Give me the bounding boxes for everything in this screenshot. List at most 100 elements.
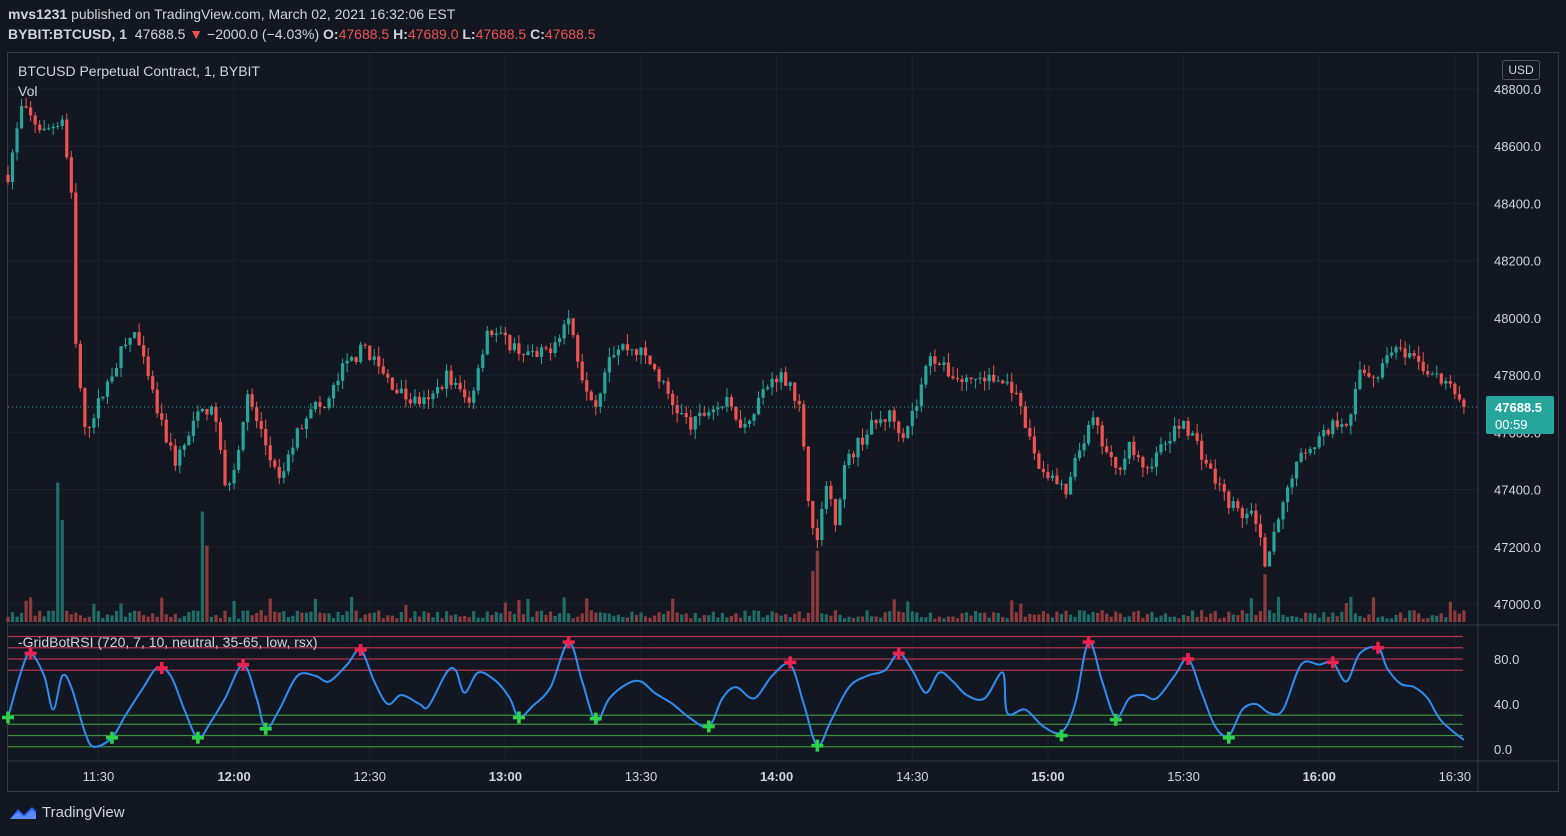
indicator-legend[interactable]: -GridBotRSI (720, 7, 10, neutral, 35-65,…	[18, 634, 318, 650]
volume-bar	[476, 617, 480, 622]
volume-bar	[1376, 617, 1380, 622]
candle	[558, 338, 562, 343]
candle	[15, 128, 19, 153]
candle	[689, 417, 693, 430]
candle	[19, 106, 24, 129]
candle	[1453, 383, 1457, 395]
chart-title-legend[interactable]: BTCUSD Perpetual Contract, 1, BYBIT	[18, 63, 260, 79]
candle	[1304, 452, 1308, 454]
candle	[1245, 513, 1249, 519]
volume-bar	[1050, 617, 1055, 622]
price-axis-label: 47400.0	[1494, 483, 1541, 498]
last-price-tag-value: 47688.5	[1495, 400, 1542, 415]
candle	[684, 413, 688, 418]
buy-signal-marker	[702, 724, 715, 729]
currency-button[interactable]: USD	[1502, 60, 1540, 80]
volume-bar	[458, 616, 462, 622]
candle	[919, 384, 923, 407]
candle	[87, 426, 91, 428]
volume-bar	[1123, 617, 1127, 622]
candle	[906, 426, 910, 438]
volume-bar	[598, 612, 602, 622]
volume-bar	[969, 615, 973, 622]
publisher-name[interactable]: mvs1231	[8, 6, 68, 22]
candle	[752, 414, 756, 421]
volume-bar	[521, 614, 526, 622]
volume-bar	[92, 603, 96, 622]
volume-bar	[1145, 614, 1150, 622]
volume-bar	[1141, 617, 1145, 622]
volume-bar	[259, 610, 263, 622]
candle	[33, 115, 37, 125]
candle	[1408, 353, 1412, 358]
candle	[1349, 414, 1353, 426]
time-axis-label: 15:00	[1031, 769, 1064, 784]
volume-bar	[594, 612, 598, 622]
time-axis-label: 13:00	[489, 769, 522, 784]
candle	[747, 420, 752, 424]
volume-bar	[1218, 618, 1222, 622]
volume-bar	[1371, 597, 1376, 622]
candle	[1082, 443, 1086, 451]
candle	[729, 397, 734, 407]
candle	[892, 410, 896, 422]
volume-bar	[146, 616, 150, 622]
candle	[51, 126, 55, 129]
volume-bar	[973, 610, 978, 622]
candle	[123, 344, 128, 347]
volume-bar	[1100, 610, 1104, 622]
candle	[1059, 483, 1064, 485]
volume-bar	[309, 611, 313, 622]
volume-bar	[196, 610, 200, 622]
candle	[512, 343, 517, 351]
volume-bar	[155, 616, 159, 622]
volume-bar	[815, 550, 819, 622]
candle	[612, 355, 616, 358]
candle	[444, 370, 449, 389]
volume-bar	[1331, 612, 1335, 622]
volume-bar	[1010, 600, 1014, 622]
tradingview-footer[interactable]: TradingView	[8, 804, 125, 821]
volume-bar	[178, 618, 182, 622]
candle	[390, 377, 394, 390]
candle	[137, 332, 141, 346]
volume-bar	[1227, 611, 1231, 622]
volume-bar	[906, 601, 910, 622]
volume-bar	[1186, 616, 1190, 622]
volume-bar	[277, 612, 281, 622]
candle	[580, 361, 584, 381]
price-change: −2000.0 (−4.03%)	[207, 26, 320, 42]
volume-bar	[756, 610, 761, 622]
candle	[833, 498, 838, 526]
candle	[779, 372, 783, 383]
volume-bar	[946, 616, 951, 622]
candle	[24, 106, 28, 108]
candle	[295, 428, 299, 448]
volume-bar	[1032, 614, 1036, 622]
volume-legend[interactable]: Vol	[18, 83, 38, 99]
candle	[1317, 436, 1321, 448]
candle	[603, 372, 607, 394]
candle	[309, 409, 313, 419]
candle	[766, 387, 770, 390]
volume-bar	[1399, 612, 1403, 622]
candle	[1159, 444, 1163, 453]
volume-bar	[218, 618, 223, 622]
candle	[101, 396, 105, 399]
down-arrow-icon: ▼	[189, 26, 204, 42]
volume-bar	[191, 610, 195, 622]
candle	[1222, 484, 1226, 492]
sell-signal-marker	[784, 660, 797, 665]
candle	[652, 364, 657, 370]
volume-bar	[494, 611, 498, 622]
time-axis-label: 13:30	[625, 769, 658, 784]
volume-bar	[508, 611, 512, 622]
volume-bar	[114, 610, 119, 622]
candle	[499, 332, 503, 334]
volume-bar	[169, 617, 173, 622]
volume-bar	[824, 614, 828, 622]
volume-bar	[711, 611, 715, 622]
volume-bar	[1362, 617, 1367, 622]
chart-frame	[7, 52, 1559, 792]
